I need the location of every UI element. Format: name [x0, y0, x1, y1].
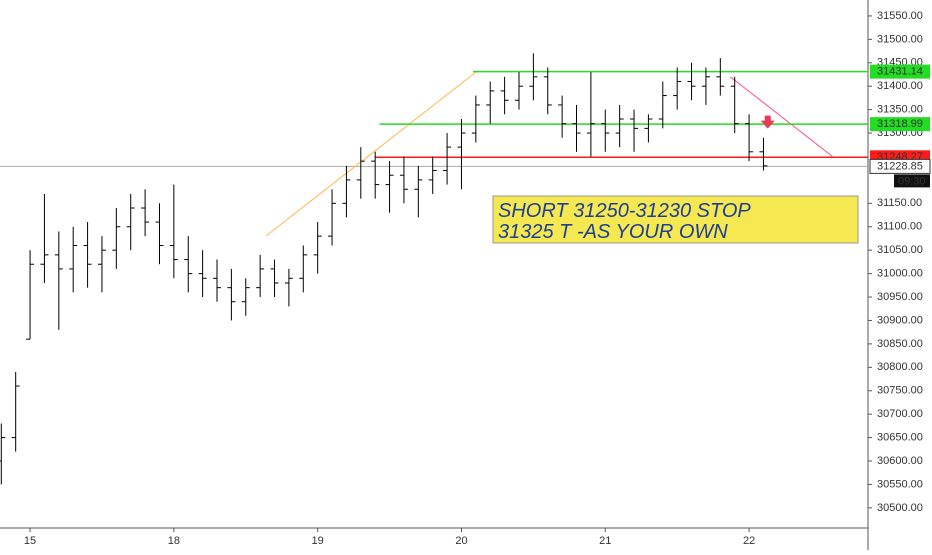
y-tick-label: 31150.00	[877, 197, 922, 209]
annotation-box	[492, 195, 859, 244]
y-tick-label: 30650.00	[877, 431, 923, 443]
y-tick-label: 30800.00	[877, 361, 923, 373]
current-price-box	[869, 158, 931, 174]
y-tick-label: 31000.00	[877, 268, 923, 280]
arrow-marker	[760, 115, 775, 129]
y-tick-label: 30500.00	[877, 502, 923, 514]
level-label: 31431.14	[877, 66, 923, 78]
level-label-box	[870, 64, 930, 79]
y-tick-label: 30950.00	[877, 291, 923, 303]
y-tick-label: 30600.00	[877, 455, 923, 467]
y-tick-label: 31100.00	[877, 221, 922, 233]
y-tick-label: 30550.00	[877, 478, 923, 490]
current-price-label: 31228.85	[877, 160, 923, 172]
countdown-box	[894, 174, 930, 188]
level-label: 31318.99	[877, 118, 923, 130]
y-tick-label: 31050.00	[877, 244, 923, 256]
level-label-box	[870, 117, 930, 132]
y-tick-label: 30850.00	[877, 338, 923, 350]
y-tick-label: 31500.00	[877, 33, 923, 45]
y-tick-label: 31550.00	[877, 10, 923, 22]
annotation-line: 31325 T -AS YOUR OWN	[498, 221, 728, 243]
y-tick-label: 31400.00	[877, 80, 923, 92]
countdown-label: 09:30	[898, 175, 926, 187]
x-tick-label: 20	[455, 535, 467, 547]
x-tick-label: 15	[24, 535, 36, 547]
x-tick-label: 18	[168, 535, 180, 547]
x-tick-label: 19	[312, 535, 324, 547]
trendline	[265, 71, 477, 237]
y-tick-label: 30750.00	[877, 385, 923, 397]
y-tick-label: 30700.00	[877, 408, 923, 420]
y-tick-label: 30900.00	[877, 314, 923, 326]
y-tick-label: 31350.00	[877, 104, 923, 116]
trendline	[730, 76, 833, 157]
x-tick-label: 21	[599, 535, 611, 547]
annotation-line: SHORT 31250-31230 STOP	[498, 200, 751, 222]
x-tick-label: 22	[743, 535, 755, 547]
